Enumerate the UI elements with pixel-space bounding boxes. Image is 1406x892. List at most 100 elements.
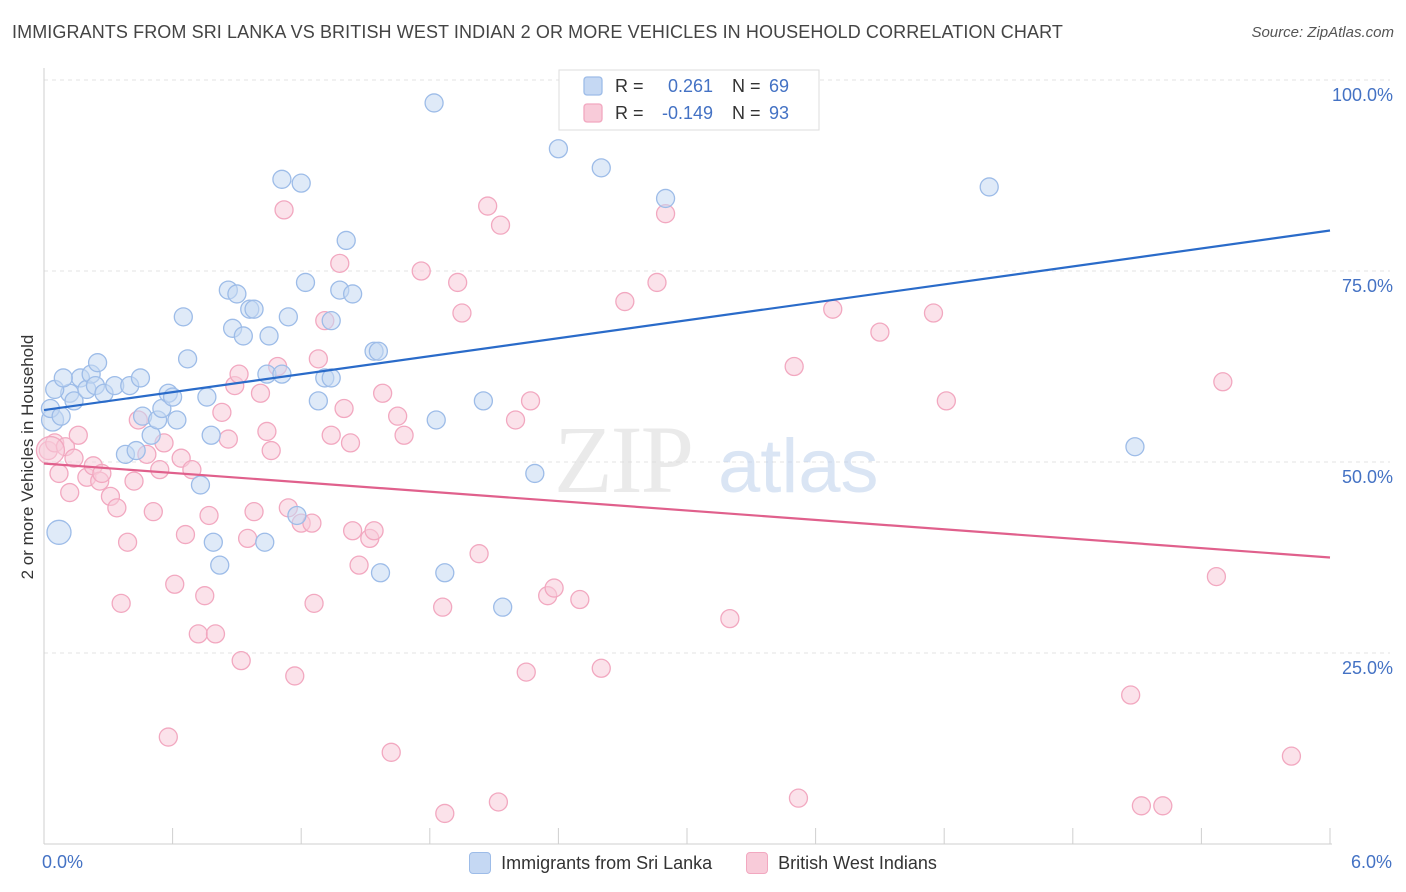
data-point — [1206, 566, 1227, 587]
data-point — [177, 349, 198, 369]
data-point — [330, 253, 350, 274]
data-point — [548, 139, 569, 159]
data-point — [130, 368, 151, 388]
data-point — [199, 505, 219, 526]
data-point — [244, 299, 264, 319]
legend-top: R = 0.261 N = 69 R = -0.149 N = 93 — [558, 69, 820, 131]
data-point — [469, 544, 489, 564]
data-point — [591, 658, 611, 678]
watermark: ZIP atlas — [554, 406, 879, 513]
legend-n-value: 93 — [769, 103, 789, 123]
data-point — [165, 574, 185, 594]
legend-n-label: N = — [732, 103, 761, 123]
legend-n-label: N = — [732, 76, 761, 96]
legend-r-value: -0.149 — [662, 103, 713, 123]
data-point — [285, 666, 305, 686]
data-point — [126, 440, 146, 461]
data-point — [1213, 372, 1233, 392]
legend-r-label: R = — [615, 76, 644, 96]
legend-r-label: R = — [615, 103, 644, 123]
data-point — [35, 435, 66, 466]
data-point — [788, 788, 809, 808]
data-point — [64, 448, 84, 468]
data-point — [923, 303, 944, 323]
data-point — [233, 326, 253, 346]
data-point — [53, 368, 73, 388]
data-point — [340, 433, 361, 453]
trend-lines — [43, 229, 1331, 559]
data-point — [231, 650, 251, 671]
data-point — [394, 425, 414, 445]
data-point — [304, 593, 324, 613]
data-point — [426, 410, 446, 430]
y-tick-label: 50.0% — [1342, 467, 1393, 487]
data-point — [370, 563, 391, 583]
legend-top-swatch — [583, 103, 603, 123]
data-point — [505, 410, 526, 430]
data-point — [287, 505, 307, 526]
data-point — [257, 421, 277, 442]
data-point — [493, 597, 513, 617]
data-point — [336, 230, 356, 251]
data-point — [655, 188, 676, 209]
data-point — [107, 498, 127, 518]
data-point — [124, 471, 144, 491]
data-point — [448, 272, 468, 293]
data-point — [342, 521, 363, 541]
data-point — [516, 662, 536, 682]
data-point — [295, 272, 316, 293]
legend-n-value: 69 — [769, 76, 789, 96]
data-point — [342, 284, 363, 304]
legend-swatch-british-west-indians — [746, 852, 769, 874]
data-point — [259, 326, 279, 346]
data-point — [488, 792, 509, 812]
data-point — [424, 93, 444, 113]
data-point — [387, 406, 408, 426]
data-point — [544, 578, 564, 598]
data-point — [308, 349, 328, 369]
data-point — [435, 563, 455, 583]
data-point — [433, 597, 453, 617]
trend-line-sri-lanka — [43, 229, 1331, 412]
data-point — [205, 624, 226, 644]
data-point — [190, 475, 211, 495]
legend-item-british-west-indians: British West Indians — [746, 852, 937, 874]
data-point — [250, 383, 271, 403]
data-point — [87, 353, 108, 373]
data-point — [150, 459, 170, 480]
data-point — [46, 519, 72, 545]
data-point — [201, 425, 221, 445]
data-point — [218, 429, 238, 449]
data-point — [229, 364, 249, 384]
data-point — [255, 532, 275, 552]
data-point — [158, 727, 178, 747]
data-point — [274, 200, 294, 220]
legend-label-british-west-indians: British West Indians — [778, 852, 937, 873]
data-point — [381, 742, 401, 762]
legend-label-sri-lanka: Immigrants from Sri Lanka — [501, 852, 713, 873]
data-point — [111, 593, 131, 613]
data-point — [188, 624, 208, 644]
data-point — [720, 608, 740, 629]
data-point — [349, 555, 369, 575]
data-point — [1125, 437, 1145, 457]
data-point — [173, 307, 193, 327]
legend-bottom: Immigrants from Sri Lanka British West I… — [0, 852, 1406, 874]
data-point — [979, 177, 999, 197]
legend-r-value: 0.261 — [668, 76, 713, 96]
data-point — [784, 356, 804, 377]
data-point — [143, 502, 163, 522]
data-point — [321, 311, 341, 331]
data-point — [870, 322, 890, 342]
y-tick-label: 75.0% — [1342, 276, 1393, 296]
data-point — [520, 391, 541, 411]
data-point — [51, 406, 71, 426]
series-british-west-indians — [35, 196, 1302, 824]
data-point — [1131, 796, 1152, 816]
x-tick-max: 6.0% — [1350, 852, 1392, 872]
data-point — [823, 299, 843, 319]
watermark-zip: ZIP — [554, 406, 692, 513]
data-point — [372, 383, 393, 403]
data-point — [272, 364, 292, 384]
data-point — [321, 425, 341, 445]
